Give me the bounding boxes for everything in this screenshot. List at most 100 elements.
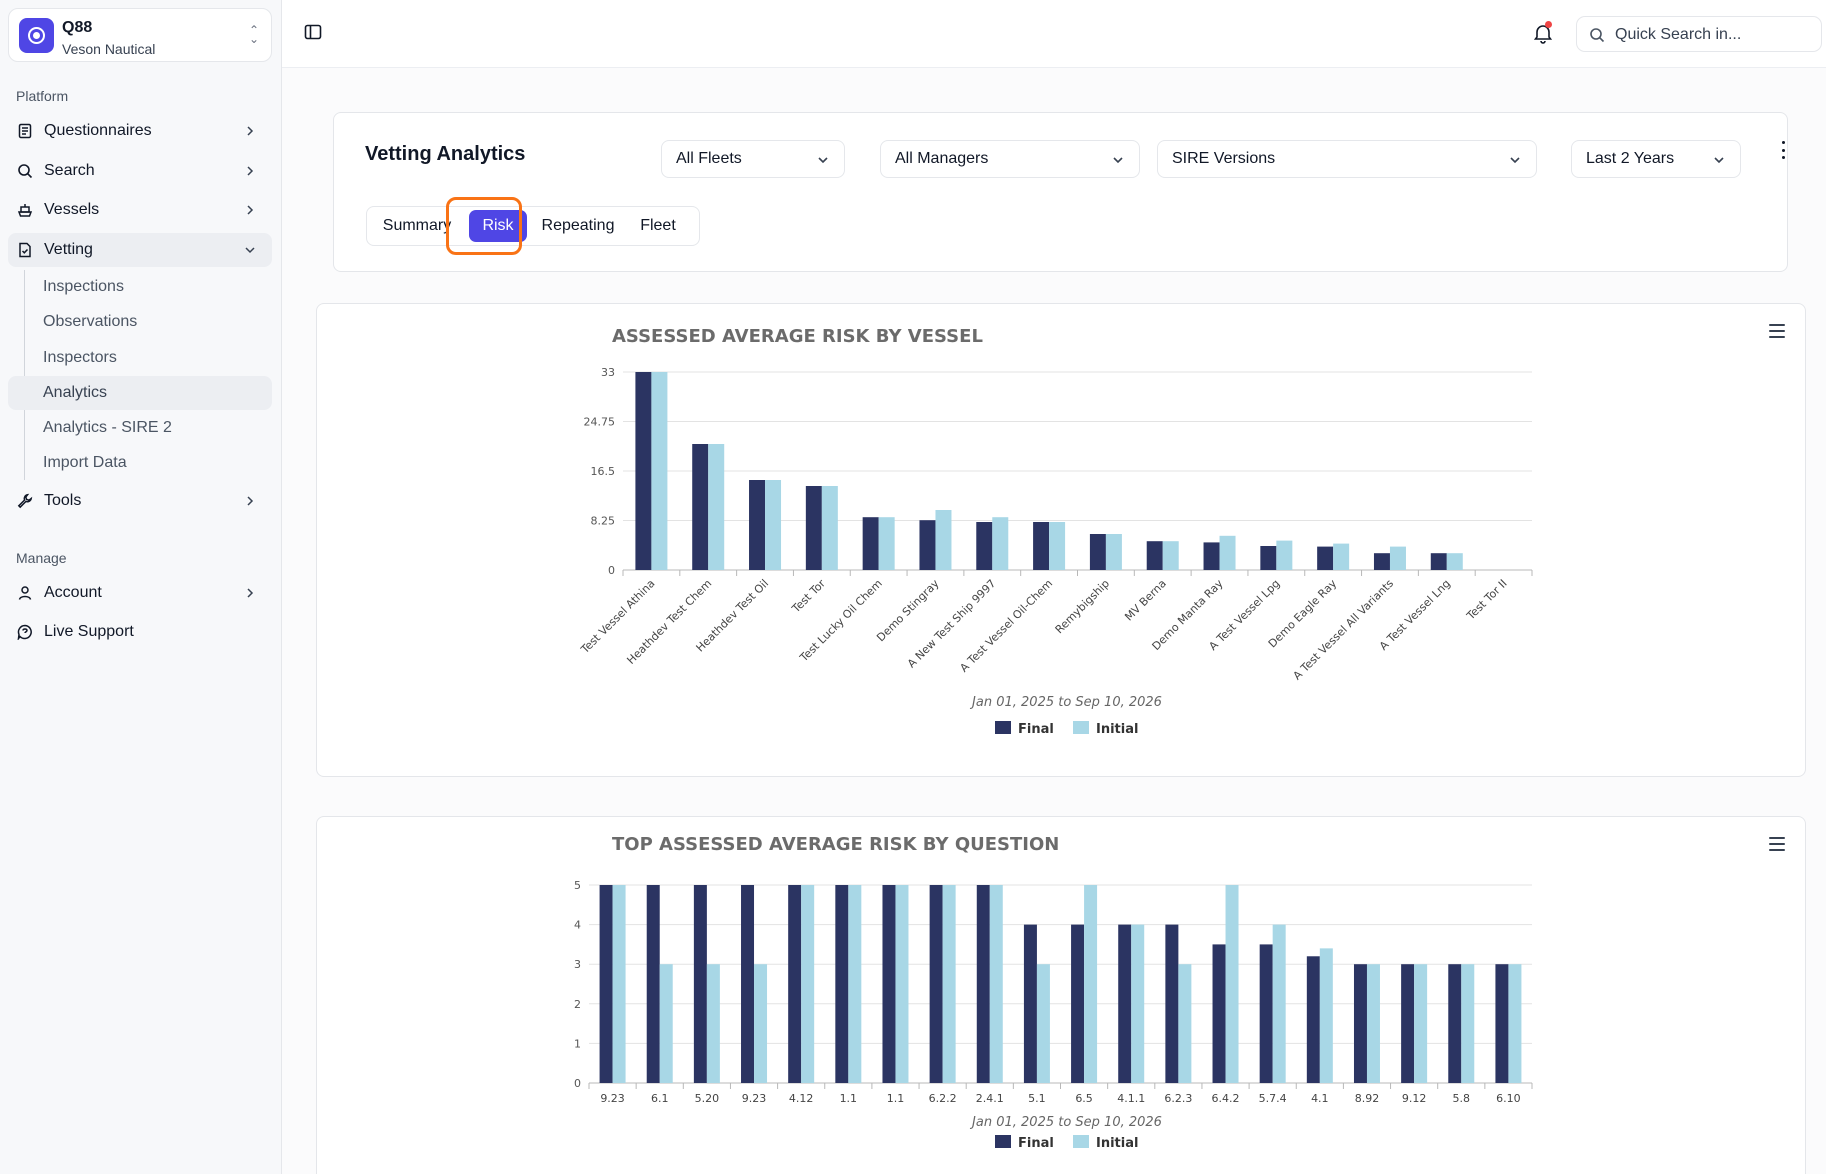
- bar-final: [741, 885, 755, 1083]
- user-icon: [16, 584, 34, 602]
- x-tick-label: 5.7.4: [1259, 1092, 1287, 1105]
- bar-initial: [821, 486, 838, 570]
- sidebar-item-tools[interactable]: Tools: [8, 484, 272, 518]
- chevron-down-icon: [1508, 153, 1522, 167]
- bar-initial: [651, 372, 668, 570]
- tab-repeating[interactable]: Repeating: [541, 217, 615, 234]
- bar-final: [805, 486, 822, 570]
- x-tick-label: MV Berna: [1122, 577, 1169, 624]
- risk-by-vessel-chart: ASSESSED AVERAGE RISK BY VESSEL 0 8.25 16.5…: [578, 326, 1533, 737]
- sidebar-item-vetting[interactable]: Vetting: [8, 233, 272, 267]
- bar-final: [882, 885, 896, 1083]
- sidebar-item-label: Tools: [44, 492, 82, 509]
- topbar: [282, 0, 1826, 68]
- y-tick-label: 8.25: [591, 515, 616, 528]
- bar-initial: [706, 964, 720, 1083]
- chevron-down-icon: [816, 153, 830, 167]
- bar-final: [862, 517, 879, 570]
- chevron-down-icon: [242, 242, 258, 258]
- bar-final: [1033, 522, 1050, 570]
- sidebar-item-search[interactable]: Search: [8, 154, 272, 188]
- x-tick-label: 8.92: [1355, 1092, 1380, 1105]
- bar-final: [1212, 944, 1226, 1083]
- x-tick-label: 9.23: [600, 1092, 625, 1105]
- bar-final: [929, 885, 943, 1083]
- search-icon: [1589, 27, 1605, 43]
- bar-initial: [1131, 924, 1145, 1083]
- bar-initial: [1461, 964, 1475, 1083]
- sire-version-select[interactable]: SIRE Versions: [1157, 140, 1537, 178]
- section-label-platform: Platform: [16, 88, 69, 104]
- legend-label-initial: Initial: [1096, 1136, 1138, 1151]
- x-tick-label: 4.1.1: [1117, 1092, 1145, 1105]
- risk-by-vessel-card: ASSESSED AVERAGE RISK BY VESSEL 0 8.25 16.5…: [316, 303, 1806, 777]
- document-check-icon: [16, 241, 34, 259]
- sidebar-item-questionnaires[interactable]: Questionnaires: [8, 114, 272, 148]
- bar-initial: [1389, 546, 1406, 570]
- sidebar-subitem-observations[interactable]: Observations: [43, 313, 138, 330]
- chart-menu-icon[interactable]: [1769, 837, 1785, 851]
- bar-initial: [765, 480, 782, 570]
- more-options-icon[interactable]: [1779, 141, 1787, 159]
- bar-final: [1118, 924, 1132, 1083]
- tab-fleet[interactable]: Fleet: [640, 217, 676, 234]
- y-tick-label: 1: [574, 1037, 581, 1050]
- bar-initial: [1333, 543, 1350, 570]
- bar-initial: [1414, 964, 1428, 1083]
- x-tick-label: A Test Vessel Oil-Chem: [957, 577, 1055, 675]
- chart-menu-icon[interactable]: [1769, 324, 1785, 338]
- legend-swatch-initial: [1073, 721, 1089, 734]
- bar-initial: [612, 885, 626, 1083]
- x-tick-label: Remybigship: [1053, 577, 1112, 636]
- bar-final: [1401, 964, 1415, 1083]
- sidebar-item-label: Search: [44, 162, 95, 179]
- fleet-select[interactable]: All Fleets: [661, 140, 845, 178]
- x-tick-label: 6.4.2: [1212, 1092, 1240, 1105]
- bar-initial: [801, 885, 815, 1083]
- sidebar-item-vessels[interactable]: Vessels: [8, 193, 272, 227]
- sidebar-item-live-support[interactable]: Live Support: [8, 615, 272, 649]
- x-tick-label: 6.1: [651, 1092, 669, 1105]
- y-tick-label: 0: [608, 564, 615, 577]
- bar-initial: [754, 964, 768, 1083]
- analytics-tabs: Summary Risk Repeating Fleet: [366, 206, 700, 246]
- q88-logo-icon: [19, 18, 54, 53]
- risk-by-question-card: TOP ASSESSED AVERAGE RISK BY QUESTION 0 1 2…: [316, 816, 1806, 1174]
- legend-swatch-final: [995, 1135, 1011, 1148]
- legend-label-final: Final: [1018, 722, 1054, 737]
- chevron-right-icon: [242, 123, 258, 139]
- chevron-right-icon: [242, 163, 258, 179]
- org-name: Q88: [62, 19, 93, 36]
- sidebar-subitem-analytics[interactable]: Analytics: [8, 376, 272, 410]
- analytics-header-card: Vetting Analytics All Fleets All Manager…: [333, 112, 1788, 272]
- main-content: Vetting Analytics All Fleets All Manager…: [282, 68, 1826, 1174]
- chevron-down-icon: [1111, 153, 1125, 167]
- bar-final: [693, 885, 707, 1083]
- sidebar-subitem-analytics-sire2[interactable]: Analytics - SIRE 2: [43, 419, 172, 436]
- sidebar-subitem-import-data[interactable]: Import Data: [43, 454, 127, 471]
- chevron-up-down-icon: ⌃ ⌄: [248, 23, 259, 46]
- y-tick-label: 0: [574, 1077, 581, 1090]
- sidebar-item-label: Questionnaires: [44, 122, 152, 139]
- tab-summary[interactable]: Summary: [382, 217, 452, 234]
- sidebar-item-label: Vetting: [44, 241, 93, 258]
- sidebar-toggle-icon[interactable]: [304, 23, 322, 41]
- sidebar-subitem-inspectors[interactable]: Inspectors: [43, 349, 117, 366]
- date-range-select[interactable]: Last 2 Years: [1571, 140, 1741, 178]
- quick-search-input[interactable]: [1615, 23, 1815, 47]
- bar-final: [1448, 964, 1462, 1083]
- sidebar-item-account[interactable]: Account: [8, 576, 272, 610]
- legend-swatch-initial: [1073, 1135, 1089, 1148]
- bar-final: [1430, 553, 1447, 570]
- sidebar-subitem-inspections[interactable]: Inspections: [43, 278, 124, 295]
- date-range-select-value: Last 2 Years: [1586, 150, 1675, 167]
- manager-select[interactable]: All Managers: [880, 140, 1140, 178]
- legend-label-initial: Initial: [1096, 722, 1138, 737]
- submenu-rail: [24, 270, 25, 480]
- org-switcher[interactable]: Q88 Veson Nautical ⌃ ⌄: [8, 8, 272, 62]
- tab-risk[interactable]: Risk: [469, 210, 527, 242]
- x-tick-label: Test Tor II: [1464, 577, 1510, 623]
- quick-search[interactable]: [1576, 16, 1822, 52]
- ship-icon: [16, 201, 34, 219]
- x-tick-label: 6.5: [1075, 1092, 1093, 1105]
